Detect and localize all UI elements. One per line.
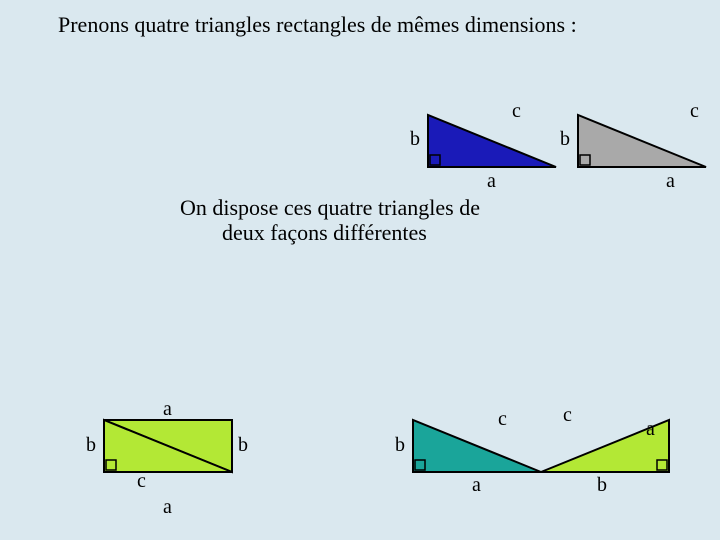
triangle-gray bbox=[578, 115, 706, 167]
label-teal-a: a bbox=[472, 474, 481, 497]
triangle-blue bbox=[428, 115, 556, 167]
label-teal-c: c bbox=[498, 408, 507, 431]
label-teal-b: b bbox=[395, 434, 405, 457]
label-lime-a-top: a bbox=[163, 398, 172, 421]
label-gray-a: a bbox=[666, 170, 675, 193]
label-blue-a: a bbox=[487, 170, 496, 193]
label-lime-b-right: b bbox=[238, 434, 248, 457]
label-gray-c: c bbox=[690, 100, 699, 123]
label-limef-c: c bbox=[563, 404, 572, 427]
label-lime-b-left: b bbox=[86, 434, 96, 457]
label-blue-b: b bbox=[410, 128, 420, 151]
triangle-teal bbox=[413, 420, 541, 472]
label-blue-c: c bbox=[512, 100, 521, 123]
body-line-2: deux façons différentes bbox=[222, 220, 427, 246]
label-limef-b: b bbox=[597, 474, 607, 497]
label-gray-b: b bbox=[560, 128, 570, 151]
label-lime-c: c bbox=[137, 470, 146, 493]
triangle-lime-pair bbox=[104, 420, 232, 472]
label-limef-a: a bbox=[646, 418, 655, 441]
body-line-1: On dispose ces quatre triangles de bbox=[180, 195, 480, 221]
heading: Prenons quatre triangles rectangles de m… bbox=[58, 12, 577, 38]
label-lime-a-bottom: a bbox=[163, 496, 172, 519]
